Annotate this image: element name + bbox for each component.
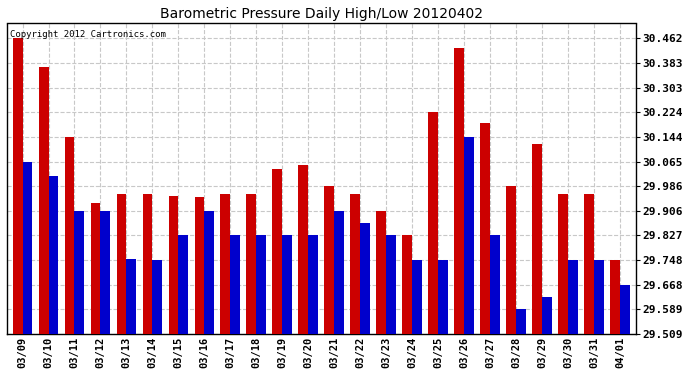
Bar (584, 194, 594, 334)
Bar (12, 38, 23, 334)
Bar (179, 236, 188, 334)
Bar (558, 194, 568, 334)
Bar (516, 309, 526, 334)
Bar (402, 236, 412, 334)
Bar (376, 211, 386, 334)
Bar (610, 260, 620, 334)
Bar (351, 194, 360, 334)
Bar (308, 236, 318, 334)
Bar (204, 211, 215, 334)
Bar (438, 260, 448, 334)
Bar (386, 236, 396, 334)
Bar (256, 236, 266, 334)
Bar (23, 162, 32, 334)
Bar (75, 211, 84, 334)
Bar (143, 194, 152, 334)
Bar (568, 260, 578, 334)
Bar (298, 165, 308, 334)
Bar (542, 297, 552, 334)
Bar (506, 186, 516, 334)
Bar (65, 137, 75, 334)
Title: Barometric Pressure Daily High/Low 20120402: Barometric Pressure Daily High/Low 20120… (160, 7, 483, 21)
Bar (532, 144, 542, 334)
Bar (39, 67, 48, 334)
Bar (594, 260, 604, 334)
Bar (230, 236, 240, 334)
Bar (282, 236, 292, 334)
Bar (412, 260, 422, 334)
Bar (195, 197, 204, 334)
Bar (324, 186, 334, 334)
Bar (490, 236, 500, 334)
Bar (168, 196, 179, 334)
Bar (117, 194, 126, 334)
Bar (273, 169, 282, 334)
Bar (360, 223, 370, 334)
Bar (221, 194, 230, 334)
Text: Copyright 2012 Cartronics.com: Copyright 2012 Cartronics.com (10, 30, 166, 39)
Bar (101, 211, 110, 334)
Bar (90, 203, 101, 334)
Bar (152, 260, 162, 334)
Bar (126, 259, 137, 334)
Bar (454, 48, 464, 334)
Bar (480, 123, 490, 334)
Bar (620, 285, 630, 334)
Bar (464, 137, 474, 334)
Bar (246, 194, 256, 334)
Bar (48, 176, 59, 334)
Bar (334, 211, 344, 334)
Bar (428, 112, 438, 334)
